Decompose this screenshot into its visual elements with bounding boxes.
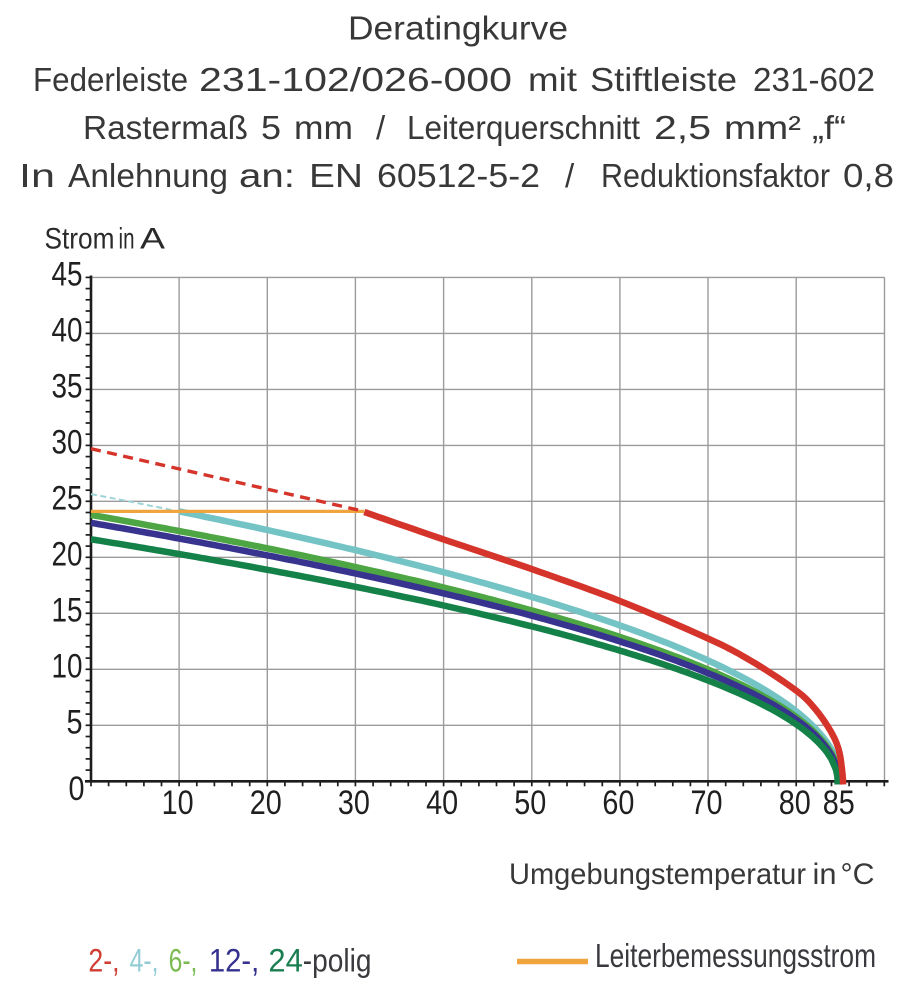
svg-text:10: 10 xyxy=(162,784,194,822)
svg-text:Leiterbemessungsstrom: Leiterbemessungsstrom xyxy=(595,937,876,974)
svg-text:Leiterquerschnitt: Leiterquerschnitt xyxy=(407,109,640,146)
svg-text:60512-5-2: 60512-5-2 xyxy=(377,157,540,194)
svg-text:EN: EN xyxy=(309,157,363,194)
svg-text:In: In xyxy=(19,157,55,194)
svg-text:35: 35 xyxy=(52,368,83,406)
svg-text:6-,: 6-, xyxy=(169,943,198,979)
svg-text:Rastermaß: Rastermaß xyxy=(83,109,248,146)
svg-text:2,5: 2,5 xyxy=(654,109,711,146)
svg-text:24: 24 xyxy=(268,943,302,979)
svg-text:40: 40 xyxy=(426,784,458,822)
svg-text:10: 10 xyxy=(52,648,83,686)
svg-text:85: 85 xyxy=(823,784,855,822)
svg-text:-polig: -polig xyxy=(303,943,372,979)
svg-text:12-,: 12-, xyxy=(209,943,259,979)
svg-text:20: 20 xyxy=(52,536,83,574)
svg-text:in: in xyxy=(813,858,837,891)
svg-text:231-602: 231-602 xyxy=(753,61,875,98)
svg-text:70: 70 xyxy=(691,784,723,822)
svg-text:2-,: 2-, xyxy=(88,943,119,979)
svg-text:4-,: 4-, xyxy=(130,943,159,979)
svg-text:50: 50 xyxy=(514,784,546,822)
svg-text:0: 0 xyxy=(69,770,85,808)
svg-text:45: 45 xyxy=(52,256,83,294)
svg-text:30: 30 xyxy=(338,784,370,822)
svg-text:Deratingkurve: Deratingkurve xyxy=(348,10,568,47)
svg-text:Umgebungstemperatur: Umgebungstemperatur xyxy=(509,858,806,891)
svg-text:80: 80 xyxy=(779,784,811,822)
svg-text:231-102/026-000: 231-102/026-000 xyxy=(199,61,512,98)
svg-text:/: / xyxy=(565,157,575,194)
svg-text:Reduktionsfaktor: Reduktionsfaktor xyxy=(601,157,830,194)
svg-text:40: 40 xyxy=(52,312,83,350)
svg-text:0,8: 0,8 xyxy=(843,157,894,194)
svg-text:Strom: Strom xyxy=(45,223,115,256)
svg-text:an:: an: xyxy=(239,157,295,194)
svg-text:5: 5 xyxy=(67,704,83,742)
svg-text:Anlehnung: Anlehnung xyxy=(68,157,228,194)
svg-text:°C: °C xyxy=(841,858,875,891)
svg-text:„f“: „f“ xyxy=(812,109,846,146)
svg-text:60: 60 xyxy=(602,784,634,822)
svg-text:mm: mm xyxy=(294,109,353,146)
svg-text:30: 30 xyxy=(52,424,83,462)
svg-text:15: 15 xyxy=(52,592,83,630)
svg-text:A: A xyxy=(140,223,165,256)
svg-text:mit: mit xyxy=(528,61,577,98)
svg-text:20: 20 xyxy=(250,784,282,822)
svg-text:Federleiste: Federleiste xyxy=(33,61,188,98)
svg-text:Stiftleiste: Stiftleiste xyxy=(590,61,737,98)
svg-text:in: in xyxy=(119,223,135,256)
svg-text:5: 5 xyxy=(261,109,281,146)
svg-text:25: 25 xyxy=(52,480,83,518)
svg-text:mm²: mm² xyxy=(724,109,801,146)
svg-text:/: / xyxy=(376,109,386,146)
